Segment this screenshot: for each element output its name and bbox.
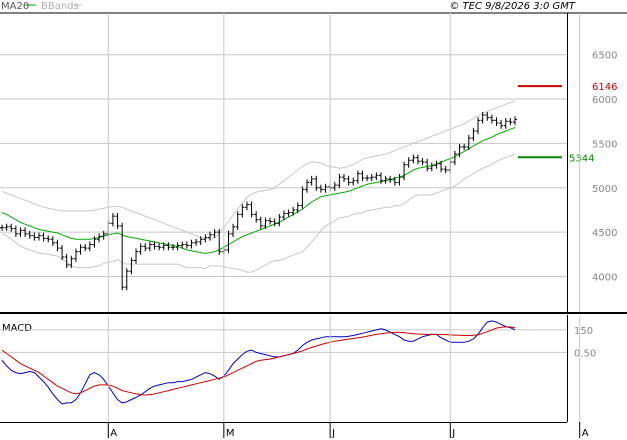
macd-path [1,320,516,405]
price-y-tick-label: 6500 [592,51,617,62]
x-tick-label: A [582,428,589,439]
x-tick-label: J [331,428,335,439]
macd-y-axis: 150 0.50 [574,326,596,359]
ma20-path [1,127,516,254]
macd-grid [0,329,567,353]
ma20-legend-label: MA20 [1,1,29,12]
price-y-axis: 6500 6000 5500 5000 4500 4000 [592,51,617,284]
resistance-label: 6146 [592,82,617,93]
price-bars [0,111,517,291]
bbands-lower-path [1,153,516,273]
support-label: 5344 [569,153,594,164]
bbands-upper-path [1,100,516,240]
macd-line [1,320,516,405]
copyright-text: © TEC 9/8/2026 3:0 GMT [449,1,576,12]
bbands-lower [1,153,516,273]
bbands-legend-label: BBands [41,1,79,12]
macd-title: MACD [2,323,32,334]
macd-y-tick-label: 0.50 [574,348,596,359]
price-y-tick-label: 4000 [592,273,617,284]
ma20-line [1,127,516,254]
x-tick-label: M [226,428,235,439]
x-tick-label: J [451,428,455,439]
macd-signal-line [1,326,516,396]
price-y-tick-label: 6000 [592,95,617,106]
price-grid [0,54,567,278]
macd-y-tick-label: 150 [574,326,593,337]
bbands-upper [1,100,516,240]
price-y-tick-label: 5500 [592,139,617,150]
price-y-tick-label: 4500 [592,228,617,239]
x-tick-label: A [110,428,117,439]
macd-signal-path [1,326,516,396]
price-y-tick-label: 5000 [592,184,617,195]
